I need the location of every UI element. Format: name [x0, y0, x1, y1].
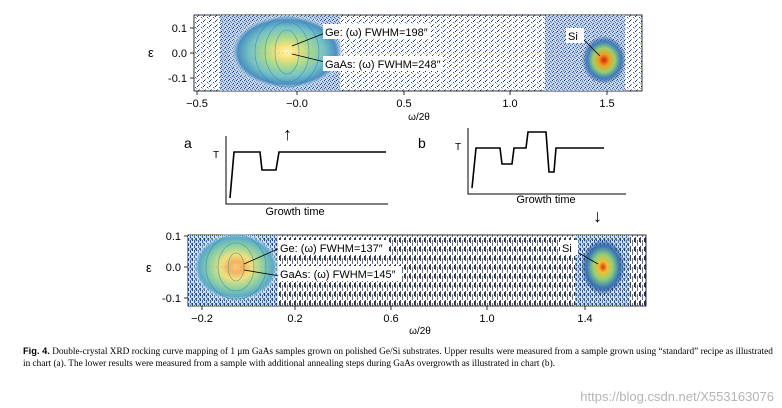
- bottom-xtick-1: −0.2: [191, 313, 213, 325]
- top-si-annotation: Si: [568, 31, 578, 43]
- recipe-a-temperature-profile: [229, 151, 386, 199]
- top-x-label: ω/2θ: [408, 112, 430, 120]
- top-si-peak: [582, 36, 626, 84]
- bottom-gaas-annotation: GaAs: (ω) FWHM=145″: [280, 269, 396, 281]
- top-xtick-4: 1.0: [502, 98, 517, 110]
- bottom-ytick-2: 0.0: [166, 262, 181, 274]
- recipe-b-label: b: [418, 135, 426, 151]
- bottom-si-peak: [581, 239, 625, 295]
- top-xrd-map: 0.1 0.0 -0.1 ε −0.5 −0.0 0.5 1.0 1.5 ω/2…: [148, 14, 643, 120]
- bottom-xtick-4: 1.0: [479, 313, 494, 325]
- recipe-a-axes: [225, 136, 388, 205]
- bottom-si-annotation: Si: [562, 243, 572, 255]
- arrow-up: ↑: [283, 124, 292, 144]
- watermark: https://blog.csdn.net/X553163076: [580, 389, 774, 404]
- top-ge-annotation: Ge: (ω) FWHM=198″: [325, 27, 428, 39]
- top-gaas-annotation: GaAs: (ω) FWHM=248″: [325, 59, 441, 71]
- recipe-b-y-axis: T: [455, 142, 461, 153]
- top-ytick-2: 0.0: [172, 48, 187, 60]
- bottom-xtick-5: 1.4: [577, 313, 592, 325]
- recipe-a-x-axis: Growth time: [265, 206, 324, 218]
- top-ytick-1: 0.1: [172, 23, 187, 35]
- recipe-b-axes: [467, 128, 626, 195]
- bottom-ytick-3: -0.1: [162, 293, 181, 305]
- bottom-xtick-2: 0.2: [287, 313, 302, 325]
- bottom-ytick-1: 0.1: [166, 231, 181, 243]
- caption-text: Double-crystal XRD rocking curve mapping…: [23, 347, 773, 369]
- bottom-x-label: ω/2θ: [409, 326, 431, 336]
- top-xtick-2: −0.0: [286, 98, 308, 110]
- recipe-charts: ↑ a T Growth time b T Growth time ↓: [184, 124, 626, 226]
- arrow-down: ↓: [593, 206, 602, 226]
- bottom-xrd-map: 0.1 0.0 -0.1 ε −0.2 0.2 0.6 1.0 1.4 ω/2θ…: [146, 231, 647, 336]
- recipe-b-temperature-profile: [471, 131, 604, 189]
- bottom-xtick-3: 0.6: [383, 313, 398, 325]
- recipe-b-x-axis: Growth time: [516, 194, 575, 206]
- top-ytick-3: -0.1: [168, 73, 187, 85]
- top-y-label: ε: [148, 45, 154, 60]
- top-ge-peak: [229, 14, 345, 90]
- bottom-ge-annotation: Ge: (ω) FWHM=137″: [280, 243, 383, 255]
- recipe-a-y-axis: T: [213, 150, 219, 161]
- top-xtick-3: 0.5: [396, 98, 411, 110]
- figure-caption: Fig. 4. Double-crystal XRD rocking curve…: [23, 345, 775, 370]
- caption-label: Fig. 4.: [23, 346, 50, 356]
- top-xtick-5: 1.5: [599, 98, 614, 110]
- recipe-a-label: a: [184, 135, 192, 151]
- top-xtick-1: −0.5: [186, 98, 208, 110]
- bottom-y-label: ε: [146, 260, 152, 275]
